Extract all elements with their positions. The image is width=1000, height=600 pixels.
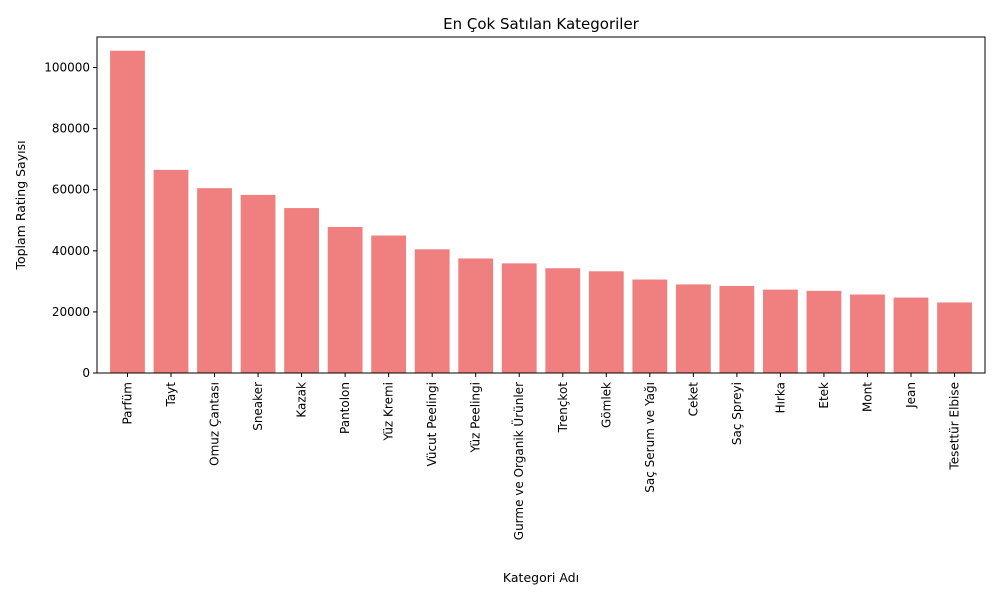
x-tick-label: Tesettür Elbise [948, 382, 962, 471]
x-tick-label: Gurme ve Organik Ürünler [510, 382, 526, 540]
plot-frame [96, 36, 986, 374]
x-tick-label: Parfüm [120, 382, 134, 425]
x-tick-label: Sneaker [251, 382, 265, 431]
x-tick-label: Gömlek [599, 382, 613, 428]
bar [675, 284, 711, 373]
y-tick-label: 0 [82, 366, 90, 380]
x-tick-label: Etek [817, 382, 831, 409]
bar [458, 258, 494, 373]
bar [806, 290, 842, 373]
bar [110, 50, 145, 373]
y-tick-label: 20000 [52, 305, 90, 319]
bar [153, 169, 189, 373]
x-tick-label: Saç Spreyi [730, 382, 744, 445]
bar [850, 294, 885, 373]
x-tick-label: Hırka [773, 382, 787, 413]
bar [719, 285, 755, 373]
x-tick-label: Yüz Kremi [382, 382, 396, 442]
x-tick-label: Kazak [295, 382, 309, 418]
chart-title: En Çok Satılan Kategoriler [443, 15, 640, 33]
x-tick-label: Ceket [686, 382, 700, 417]
y-tick-label: 40000 [52, 244, 90, 258]
x-tick-label: Mont [860, 382, 874, 412]
x-axis-label: Kategori Adı [503, 570, 579, 585]
bar [937, 302, 972, 373]
bar [371, 235, 407, 373]
x-tick-label: Trençkot [556, 382, 570, 434]
bar [588, 271, 624, 373]
x-tick-label: Pantolon [338, 382, 352, 434]
x-axis: Parfüm Tayt Omuz Çantası Sneaker Kazak Pantol… [120, 373, 962, 540]
bar [284, 208, 319, 373]
bar [414, 249, 450, 373]
bar [240, 194, 276, 373]
bar [501, 263, 537, 373]
bar [893, 297, 929, 373]
x-tick-label: Tayt [164, 382, 178, 408]
y-tick-label: 80000 [52, 122, 90, 136]
x-tick-label: Vücut Peelingi [425, 382, 439, 467]
bar [632, 279, 668, 373]
y-tick-label: 100000 [44, 61, 90, 75]
x-tick-label: Omuz Çantası [208, 382, 222, 466]
bar [763, 289, 798, 373]
bar [197, 188, 232, 373]
bar [327, 226, 363, 373]
bars-group [110, 50, 972, 373]
x-tick-label: Saç Serum ve Yağı [643, 382, 657, 493]
y-tick-label: 60000 [52, 183, 90, 197]
bar [545, 268, 581, 373]
y-axis-label: Toplam Rating Sayısı [13, 140, 28, 270]
x-tick-label: Yüz Peelingi [469, 382, 483, 453]
x-tick-label: Jean [904, 382, 918, 409]
y-axis: 0 20000 40000 60000 80000 100000 [44, 61, 97, 380]
